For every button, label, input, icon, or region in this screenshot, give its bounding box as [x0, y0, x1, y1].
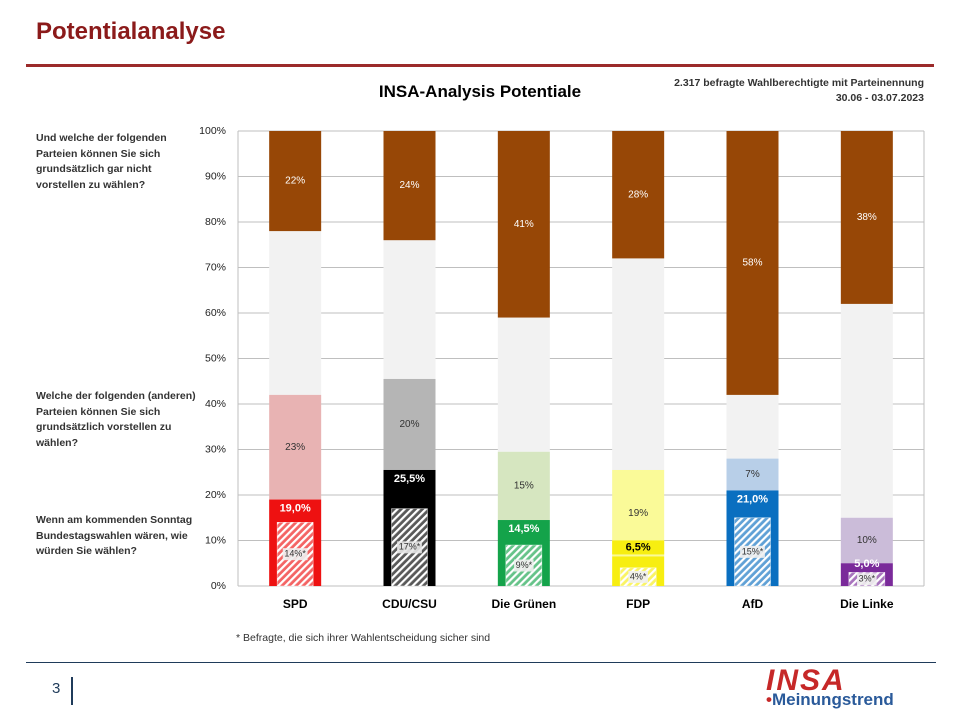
page-number-divider [71, 677, 73, 705]
bar-potential-segment [383, 378, 436, 470]
bar-neutral-segment [612, 258, 665, 470]
sure-label-box [857, 573, 877, 586]
sure-label-box [282, 548, 308, 561]
bar-potential-segment [840, 517, 893, 564]
vote-label: 19,0% [280, 502, 311, 514]
bar-rejection-segment [269, 131, 322, 232]
page-title: Potentialanalyse [36, 18, 226, 45]
y-tick-label: 10% [205, 534, 226, 546]
y-tick-label: 70% [205, 261, 226, 273]
footer-divider [26, 662, 936, 663]
sure-label: 15%* [742, 546, 764, 556]
bar-neutral-segment [497, 317, 550, 452]
vote-label: 6,5% [626, 541, 651, 553]
bar-rejection-segment [497, 131, 550, 318]
source-respondents: 2.317 befragte Wahlberechtigte mit Parte… [674, 77, 924, 89]
potential-label: 15% [514, 481, 534, 492]
rejection-label: 28% [628, 189, 648, 200]
potential-label: 19% [628, 508, 648, 519]
rejection-label: 38% [857, 212, 877, 223]
sure-label-box [740, 545, 765, 558]
sure-label-box [397, 541, 422, 554]
y-tick-label: 60% [205, 307, 226, 319]
sure-label: 17%* [399, 542, 421, 552]
x-tick-label: CDU/CSU [382, 597, 437, 611]
logo-subtitle: •Meinungstrend [766, 690, 894, 710]
vote-label: 5,0% [854, 558, 879, 570]
sure-label: 14%* [284, 549, 306, 559]
insa-logo: INSA •Meinungstrend [766, 664, 916, 714]
source-period: 30.06 - 03.07.2023 [835, 92, 924, 104]
rejection-label: 22% [285, 176, 305, 187]
sure-label: 4%* [630, 571, 647, 581]
logo-subtitle-text: Meinungstrend [771, 690, 894, 709]
potential-label: 23% [285, 442, 305, 453]
bar-potential-segment [726, 458, 779, 491]
bar-neutral-segment [840, 303, 893, 518]
y-tick-label: 40% [205, 398, 226, 410]
logo-wordmark: INSA [766, 664, 846, 697]
potential-label: 10% [857, 535, 877, 546]
y-tick-label: 80% [205, 216, 226, 228]
bar-potential-segment [497, 451, 550, 521]
vote-label: 21,0% [737, 493, 768, 505]
bar-neutral-segment [383, 240, 436, 379]
question-vote-intention: Wenn am kommenden Sonntag Bundestagswahl… [36, 514, 193, 557]
bar-rejection-segment [726, 131, 779, 395]
sure-label: 9%* [516, 560, 533, 570]
x-tick-label: Die Grünen [491, 597, 556, 611]
page-number: 3 [52, 680, 61, 697]
question-rejection: Und welche der folgenden Parteien können… [36, 132, 167, 191]
logo-dot: • [766, 690, 772, 709]
y-tick-label: 30% [205, 443, 226, 455]
y-tick-label: 90% [205, 170, 226, 182]
question-potential: Welche der folgenden (anderen) Parteien … [36, 390, 196, 449]
bar-rejection-segment [383, 131, 436, 241]
x-tick-label: Die Linke [840, 597, 894, 611]
sure-label: 3%* [859, 574, 876, 584]
potential-label: 7% [745, 469, 760, 480]
source-note: 2.317 befragte Wahlberechtigte mit Parte… [674, 76, 924, 106]
sure-label-box [514, 559, 534, 572]
sure-label-box [628, 570, 648, 583]
rejection-label: 24% [399, 180, 419, 191]
bar-neutral-segment [726, 394, 779, 459]
title-divider [26, 64, 934, 67]
rejection-label: 58% [742, 258, 762, 269]
chart-title: INSA-Analysis Potentiale [378, 82, 582, 101]
bar-potential-segment [269, 394, 322, 500]
vote-label: 14,5% [508, 523, 539, 535]
y-tick-label: 20% [205, 489, 226, 501]
x-tick-label: AfD [742, 597, 764, 611]
bar-rejection-segment [840, 131, 893, 304]
y-tick-label: 50% [205, 352, 226, 364]
vote-label-box [612, 540, 665, 555]
rejection-label: 41% [514, 219, 534, 230]
y-tick-label: 0% [211, 580, 226, 592]
bar-neutral-segment [269, 231, 322, 395]
y-tick-label: 100% [199, 125, 226, 137]
bar-rejection-segment [612, 131, 665, 259]
potential-label: 20% [399, 419, 419, 430]
footnote: * Befragte, die sich ihrer Wahlentscheid… [236, 632, 491, 644]
vote-label: 25,5% [394, 473, 425, 485]
x-tick-label: FDP [626, 597, 650, 611]
x-tick-label: SPD [283, 597, 308, 611]
